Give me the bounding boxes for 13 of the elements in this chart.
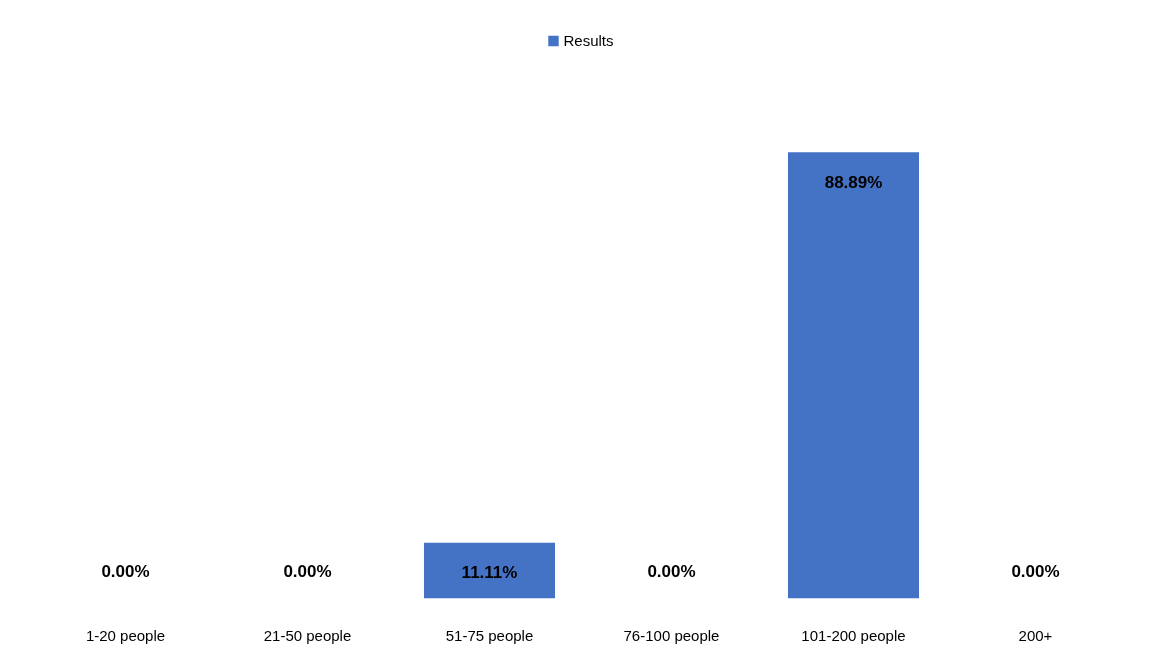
x-tick-label: 1-20 people (85, 626, 166, 644)
x-tick-label: 101-200 people (801, 626, 906, 644)
x-tick-label: 21-50 people (263, 626, 352, 644)
x-tick-label: 51-75 people (445, 626, 534, 644)
data-label: 11.11% (461, 563, 518, 583)
x-tick-label: 200+ (1018, 626, 1053, 644)
legend-label: Results (563, 32, 614, 49)
data-label: 0.00% (101, 562, 150, 581)
data-label: 0.00% (283, 562, 332, 581)
data-label: 0.00% (647, 562, 696, 581)
data-label: 0.00% (1011, 562, 1060, 581)
data-label: 88.89% (824, 172, 883, 192)
x-tick-label: 76-100 people (623, 626, 720, 644)
